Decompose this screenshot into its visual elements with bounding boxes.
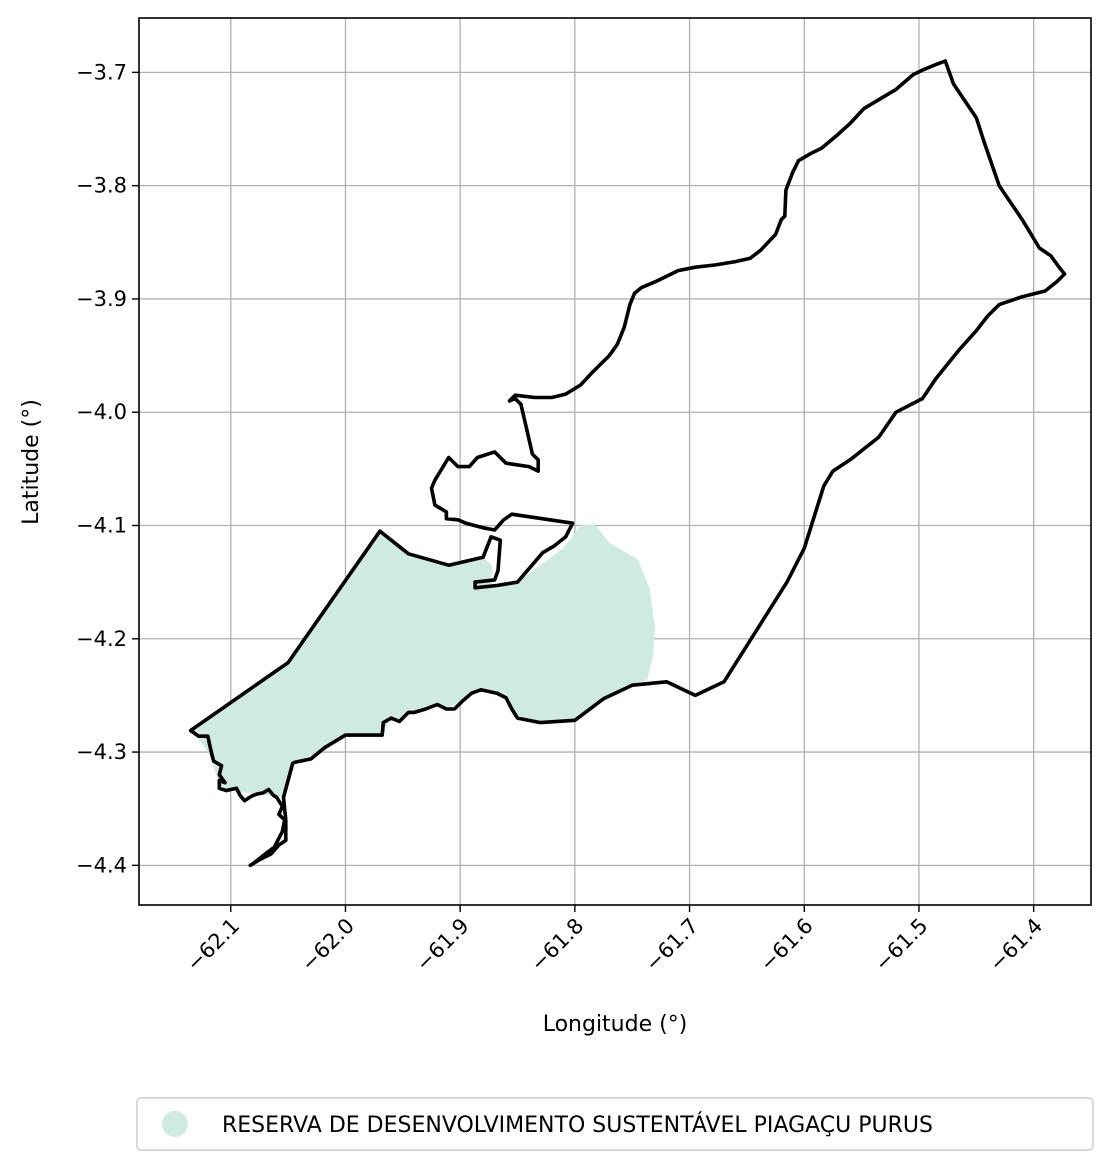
x-tick-label: −61.5 [870, 914, 932, 976]
legend-marker [162, 1111, 188, 1137]
y-axis-label: Latitude (°) [19, 399, 44, 525]
reserve-boundary [188, 59, 1067, 868]
y-tick-label: −3.7 [76, 60, 127, 84]
y-tick-label: −4.1 [76, 514, 127, 538]
y-tick-label: −4.3 [76, 740, 127, 764]
legend-frame [136, 1097, 1094, 1151]
x-tick-label: −61.6 [755, 914, 817, 976]
x-tick-label: −61.8 [526, 914, 588, 976]
reserve-area [190, 524, 656, 798]
legend: RESERVA DE DESENVOLVIMENTO SUSTENTÁVEL P… [136, 1097, 1094, 1151]
y-tick-label: −4.4 [76, 853, 127, 877]
y-tick-label: −3.8 [76, 174, 127, 198]
y-tick-label: −3.9 [76, 287, 127, 311]
x-axis: −62.1 −62.0 −61.9 −61.8 −61.7 −61.6 −61.5 −61.4 [182, 905, 1047, 976]
plot-frame [138, 17, 1092, 906]
x-tick-label: −62.1 [182, 914, 244, 976]
x-tick-label: −61.9 [411, 914, 473, 976]
x-axis-label: Longitude (°) [543, 1012, 688, 1037]
x-tick-label: −62.0 [297, 914, 359, 976]
y-tick-label: −4.0 [76, 400, 127, 424]
y-tick-label: −4.2 [76, 627, 127, 651]
x-tick-label: −61.7 [641, 914, 703, 976]
x-tick-label: −61.4 [985, 914, 1047, 976]
legend-label: RESERVA DE DESENVOLVIMENTO SUSTENTÁVEL P… [222, 1112, 933, 1138]
y-axis: −3.7 −3.8 −3.9 −4.0 −4.1 −4.2 −4.3 −4.4 [76, 60, 139, 877]
